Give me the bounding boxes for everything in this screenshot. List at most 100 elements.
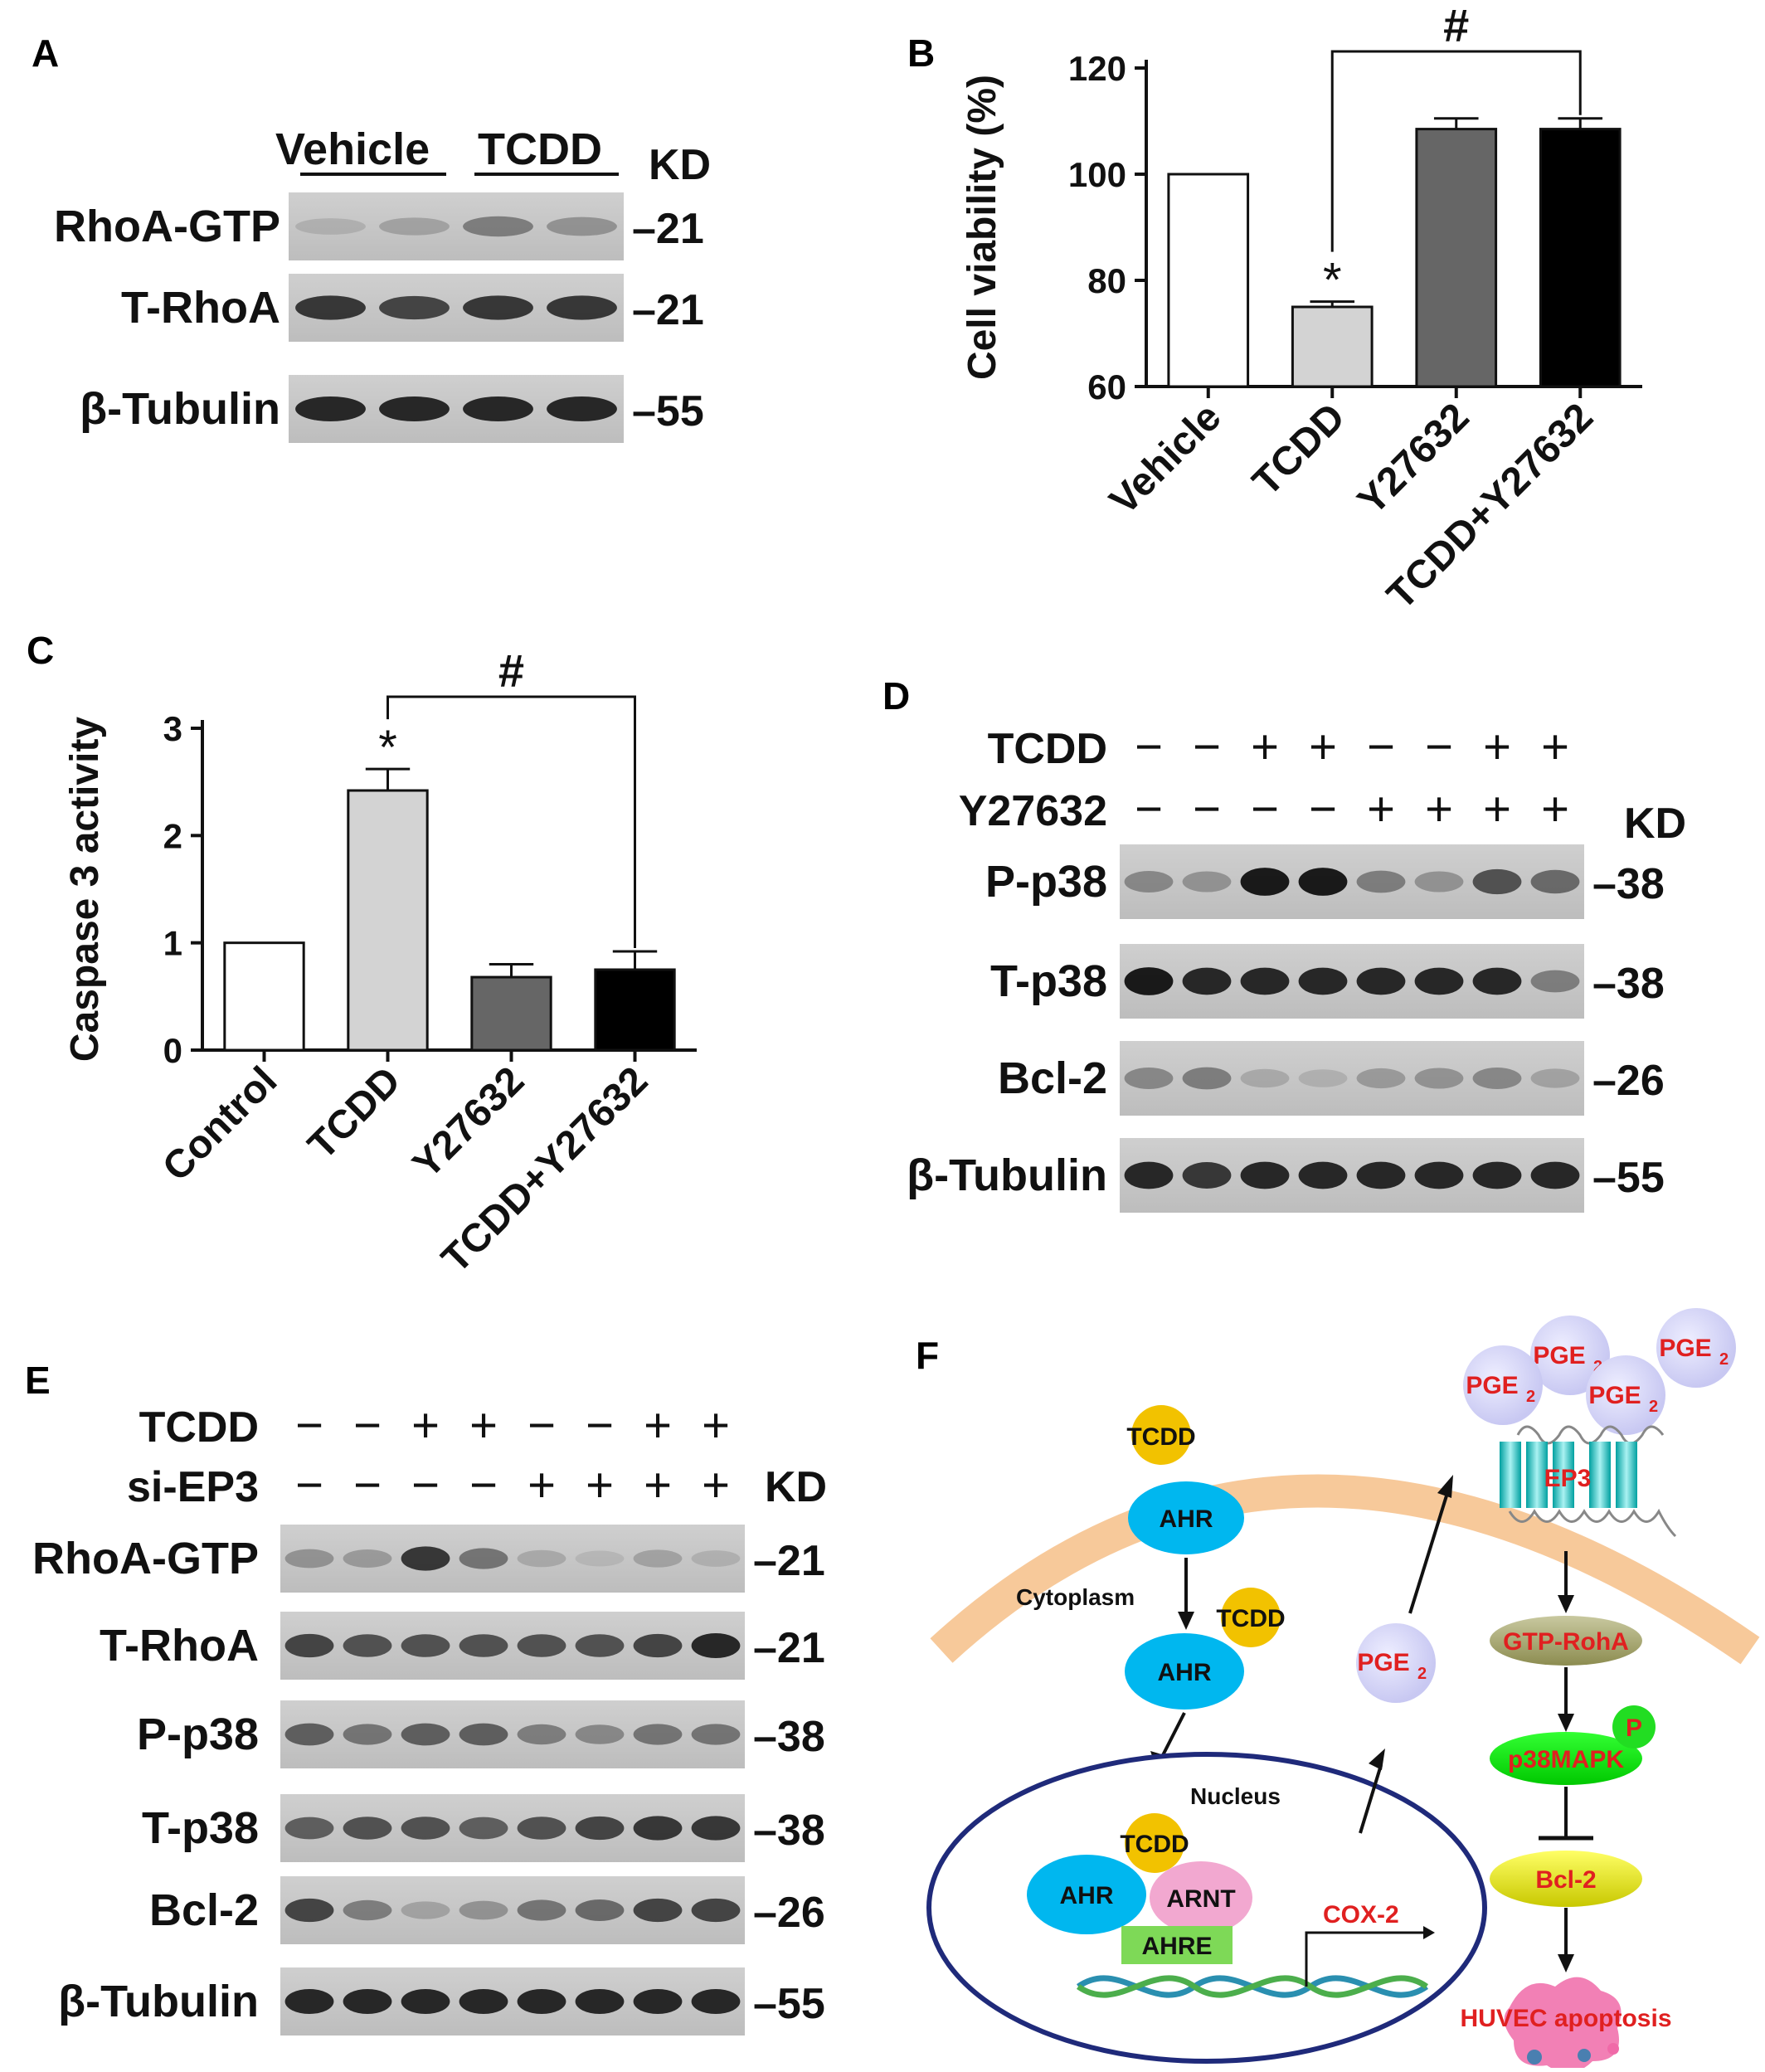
blot-row: β-Tubulin –55	[907, 1138, 1665, 1213]
blot-band	[575, 1634, 625, 1657]
panel-c: C 0 1 2 3 Caspase 3 activity Control TCDDY2763…	[27, 629, 697, 1282]
tcdd-label: TCDD	[1126, 1423, 1195, 1451]
ahre-box	[1121, 1926, 1233, 1964]
blot-band	[343, 1724, 392, 1745]
blot-band	[284, 1989, 334, 2014]
treatment-sign: +	[702, 1398, 730, 1452]
protein-label: β-Tubulin	[907, 1150, 1107, 1200]
treatment-sign: +	[1309, 720, 1337, 774]
blot-band	[459, 1900, 508, 1920]
treatment-sign: −	[1135, 782, 1163, 836]
blot-band	[1124, 1068, 1174, 1089]
treatment-sign: −	[1193, 782, 1221, 836]
tcdd-label: TCDD	[1120, 1831, 1189, 1858]
blot-band	[401, 1634, 450, 1657]
cox2-label: COX-2	[1323, 1901, 1399, 1929]
arnt-label: ARNT	[1166, 1885, 1235, 1913]
treatment-sign: +	[644, 1458, 672, 1512]
group-label-vehicle: Vehicle	[275, 124, 430, 174]
y-axis-label: Caspase 3 activity	[63, 717, 107, 1063]
blot-band	[1124, 871, 1174, 893]
kd-marker: –38	[753, 1807, 825, 1855]
y-tick-label: 0	[163, 1031, 182, 1070]
kd-marker: –55	[632, 387, 704, 435]
blot-band	[633, 1816, 683, 1841]
p38mapk-label: p38MAPK	[1508, 1746, 1624, 1773]
treatment-sign: −	[295, 1398, 323, 1452]
blot-row: T-RhoA –21	[121, 274, 704, 342]
blot-row: Bcl-2 –26	[149, 1876, 825, 1944]
kd-header: KD	[649, 141, 711, 189]
tcdd-molecule	[1125, 1813, 1184, 1873]
treatment-sign: −	[353, 1398, 382, 1452]
treatment-sign: +	[1483, 720, 1511, 774]
panel-letter-c: C	[27, 629, 54, 672]
blot-band	[575, 1724, 625, 1744]
blot-band	[633, 1549, 683, 1568]
kd-marker: –21	[753, 1624, 825, 1672]
treatment-sign: −	[1135, 720, 1163, 774]
treatment-sign: −	[1193, 720, 1221, 774]
protein-label: β-Tubulin	[80, 384, 280, 434]
y-tick-label: 3	[163, 709, 182, 748]
blot-band	[295, 218, 366, 235]
blot-band	[1530, 1068, 1580, 1088]
protein-label: RhoA-GTP	[32, 1534, 259, 1583]
panel-letter-a: A	[32, 32, 59, 75]
blot-band	[463, 295, 533, 320]
treatment-sign: +	[1367, 782, 1395, 836]
blot-band	[401, 1546, 450, 1571]
treatment-sign: +	[586, 1458, 614, 1512]
treatment-sign: +	[1251, 720, 1279, 774]
blot-band	[1530, 1161, 1580, 1189]
blot-band	[691, 1816, 741, 1841]
panel-letter-d: D	[882, 674, 910, 717]
blot-band	[1356, 1161, 1406, 1189]
panel-a: A Vehicle TCDD KD RhoA-GTP –21 T-RhoA –21 β-…	[32, 32, 711, 443]
blot-band	[463, 216, 533, 237]
blot-band	[284, 1817, 334, 1840]
blot-row: RhoA-GTP –21	[32, 1525, 825, 1593]
blot-band	[1182, 1162, 1232, 1189]
blot-band	[459, 1989, 508, 2014]
category-label: Y27632	[405, 1058, 533, 1187]
blot-row: P-p38 –38	[137, 1700, 825, 1768]
y-tick-label: 60	[1087, 367, 1126, 406]
blot-band	[401, 1989, 450, 2014]
treatment-sign: −	[586, 1398, 614, 1452]
treatment-sign: +	[702, 1458, 730, 1512]
tcdd-molecule	[1131, 1405, 1191, 1465]
blot-band	[691, 1898, 741, 1923]
blot-band	[575, 1816, 625, 1841]
blot-band	[1414, 871, 1464, 893]
blot-band	[1472, 1161, 1522, 1189]
treatment-sign: −	[1367, 720, 1395, 774]
blot-band	[1240, 868, 1290, 896]
panel-b: B 60 80 100 120 Cell viability (%) Vehicle TCD…	[907, 0, 1642, 618]
blot-band	[1472, 868, 1522, 895]
treatment-sign: −	[353, 1458, 382, 1512]
protein-label: T-RhoA	[100, 1621, 259, 1671]
blot-band	[517, 1817, 566, 1840]
category-label: TCDD	[1244, 395, 1354, 504]
panel-letter-b: B	[907, 32, 935, 75]
pge2-label: PGE	[1533, 1342, 1585, 1369]
blot-band	[517, 1899, 566, 1921]
blot-band	[284, 1723, 334, 1746]
kd-header: KD	[1624, 800, 1686, 848]
y-axis-label: Cell viability (%)	[960, 75, 1004, 380]
blot-band	[1530, 970, 1580, 993]
protein-label: T-p38	[990, 956, 1107, 1006]
bar	[1539, 128, 1622, 388]
treatment-sign: −	[469, 1458, 498, 1512]
cell-membrane	[930, 1474, 1760, 1665]
protein-label: Bcl-2	[998, 1053, 1107, 1103]
blot-band	[517, 1549, 566, 1568]
blot-band	[401, 1817, 450, 1840]
blot-band	[547, 216, 617, 236]
blot-band	[284, 1549, 334, 1569]
protein-label: Bcl-2	[149, 1885, 259, 1935]
treatment-sign: −	[1251, 782, 1279, 836]
blot-row: RhoA-GTP –21	[54, 192, 704, 260]
category-label: TCDD+Y27632	[434, 1058, 657, 1282]
